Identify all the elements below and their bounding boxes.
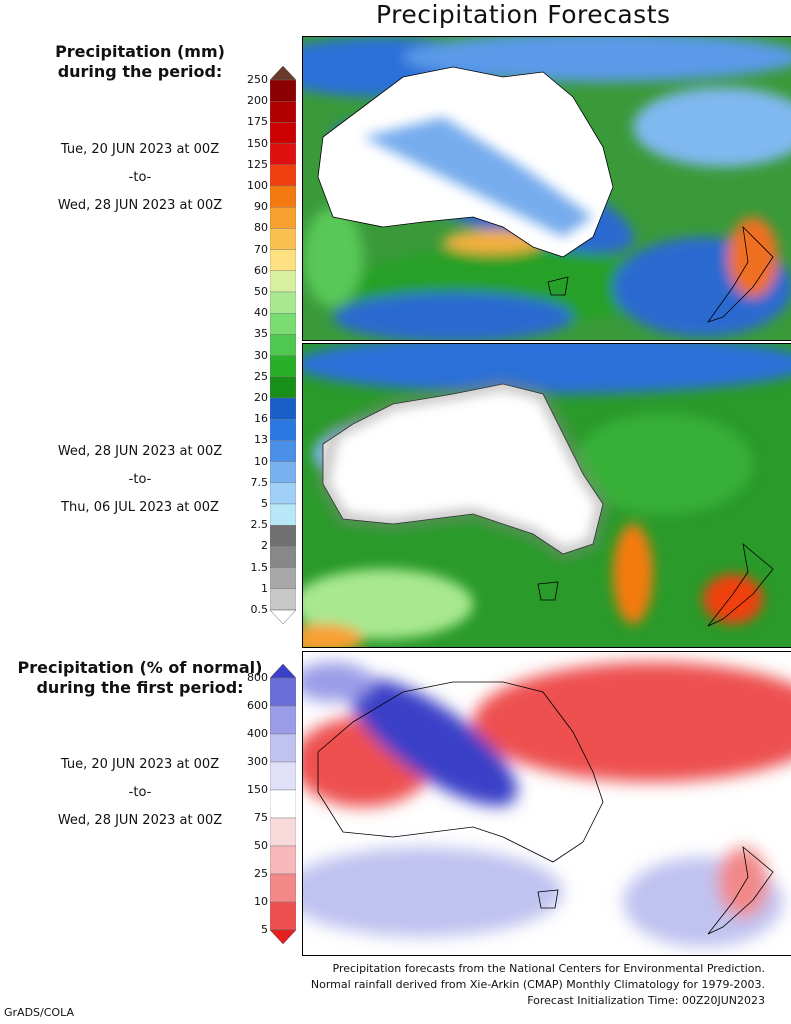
pct-colorbar [270, 664, 296, 944]
pct-swatch [270, 873, 296, 903]
mm-legend-header: Precipitation (mm) during the period: [30, 42, 250, 82]
pct-legend-subtitle: during the first period: [36, 678, 244, 697]
mm-swatch [270, 355, 296, 378]
pct-swatch [270, 789, 296, 819]
pct-swatch-bottom [270, 929, 296, 944]
mm-tick-label: 20 [254, 391, 268, 404]
mm-tick-label: 1.5 [250, 560, 269, 574]
mm-legend-subtitle: during the period: [57, 62, 223, 81]
mm-tick-label: 2 [261, 539, 268, 553]
mm-swatch [270, 397, 296, 420]
mm-tick-label: 60 [254, 263, 268, 277]
period2-end: Thu, 06 JUL 2023 at 00Z [61, 500, 219, 515]
footer-line2: Normal rainfall derived from Xie-Arkin (… [310, 978, 765, 991]
footer-line3: Forecast Initialization Time: 00Z20JUN20… [527, 994, 765, 1007]
mm-swatch [270, 419, 296, 441]
mm-tick-label: 80 [254, 221, 268, 235]
mm-swatch [270, 249, 296, 272]
mm-swatch [270, 482, 296, 505]
footer-line1: Precipitation forecasts from the Nationa… [332, 962, 766, 975]
pct-legend-header: Precipitation (% of normal) during the f… [10, 658, 270, 698]
pct-tick-label: 50 [254, 839, 268, 852]
period3-end: Wed, 28 JUN 2023 at 00Z [57, 813, 223, 828]
pct-tick-label: 5 [261, 923, 268, 936]
pct-tick-label: 600 [247, 699, 268, 712]
pct-tick-label: 75 [254, 811, 268, 824]
pct-swatch [270, 901, 296, 931]
mm-swatch [270, 270, 296, 293]
percent-normal-map [302, 651, 791, 956]
mm-swatch [270, 461, 296, 484]
pct-tick-label: 800 [247, 671, 268, 684]
mm-tick-label: 125 [247, 157, 268, 171]
pct-tick-label: 400 [247, 727, 268, 740]
credit: GrADS/COLA [4, 1006, 74, 1019]
mm-tick-label: 90 [254, 200, 268, 214]
page-title: Precipitation Forecasts [376, 0, 671, 29]
mm-tick-label: 100 [247, 179, 268, 192]
mm-tick-label: 40 [254, 306, 268, 320]
period2-start: Wed, 28 JUN 2023 at 00Z [57, 444, 223, 459]
pct-tick-label: 150 [247, 783, 268, 796]
mm-swatch [270, 525, 296, 547]
period1-sep: -to- [128, 170, 152, 185]
mm-tick-label: 50 [254, 285, 268, 298]
mm-tick-label: 13 [254, 433, 268, 447]
mm-swatch [270, 206, 296, 229]
mm-tick-label: 0.5 [250, 603, 269, 616]
mm-tick-label: 10 [254, 454, 268, 468]
mm-tick-label: 7.5 [250, 475, 269, 489]
pct-legend-title: Precipitation (% of normal) [17, 658, 263, 677]
pct-swatch [270, 817, 296, 847]
mm-swatch [270, 164, 296, 187]
period3-start: Tue, 20 JUN 2023 at 00Z [60, 757, 220, 772]
mm-swatch [270, 228, 296, 250]
mm-tick-label: 150 [247, 136, 268, 150]
mm-tick-label: 1 [261, 581, 268, 595]
pct-tick-label: 300 [247, 755, 268, 768]
precip-map-period2 [302, 343, 791, 648]
mm-tick-label: 30 [254, 348, 268, 362]
mm-swatch [270, 143, 296, 165]
mm-legend-title: Precipitation (mm) [55, 42, 225, 61]
mm-swatch [270, 546, 296, 568]
pct-tick-label: 10 [254, 895, 268, 908]
mm-swatch [270, 376, 296, 399]
mm-swatch [270, 101, 296, 123]
mm-swatch [270, 122, 296, 144]
mm-tick-label: 2.5 [250, 518, 269, 532]
pct-tick-label: 25 [254, 867, 268, 880]
mm-swatch [270, 440, 296, 462]
mm-colorbar [270, 66, 296, 624]
mm-tick-label: 200 [247, 94, 268, 108]
mm-swatch [270, 567, 296, 590]
period1-start: Tue, 20 JUN 2023 at 00Z [60, 142, 220, 157]
mm-swatch-top [270, 66, 296, 81]
mm-swatch [270, 185, 296, 208]
period1-end: Wed, 28 JUN 2023 at 00Z [57, 198, 223, 213]
mm-tick-label: 5 [261, 497, 268, 510]
mm-tick-label: 16 [254, 412, 268, 426]
period2-sep: -to- [128, 472, 152, 487]
pct-swatch-top [270, 664, 296, 679]
mm-swatch [270, 503, 296, 526]
mm-swatch [270, 79, 296, 102]
pct-swatch [270, 677, 296, 707]
mm-tick-label: 175 [247, 115, 268, 129]
precip-map-period1 [302, 36, 791, 341]
mm-swatch [270, 588, 296, 611]
mm-swatch [270, 312, 296, 335]
period3-sep: -to- [128, 785, 152, 800]
mm-tick-label: 250 [247, 73, 268, 86]
pct-swatch [270, 845, 296, 875]
mm-swatch-bottom [270, 609, 296, 624]
mm-swatch [270, 291, 296, 314]
pct-swatch [270, 733, 296, 763]
mm-tick-label: 35 [254, 327, 268, 341]
mm-tick-label: 25 [254, 369, 268, 383]
mm-tick-label: 70 [254, 242, 268, 256]
pct-swatch [270, 705, 296, 735]
mm-swatch [270, 334, 296, 356]
pct-swatch [270, 761, 296, 791]
